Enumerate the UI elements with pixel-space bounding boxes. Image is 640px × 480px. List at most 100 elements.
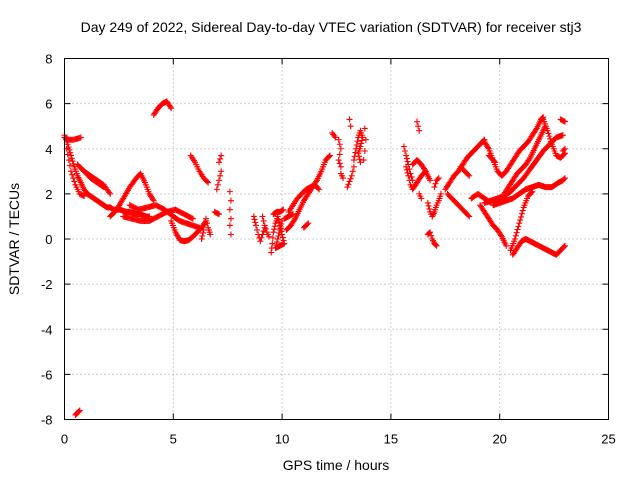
- data-point: [337, 145, 344, 152]
- x-axis-label: GPS time / hours: [283, 457, 390, 473]
- data-point: [465, 171, 472, 178]
- data-point: [545, 130, 552, 137]
- data-point: [214, 181, 221, 188]
- data-point: [276, 229, 283, 236]
- data-point: [68, 168, 75, 175]
- data-point: [353, 141, 360, 148]
- data-point: [357, 159, 364, 166]
- y-tick-label: 0: [45, 232, 52, 247]
- data-point: [403, 163, 410, 170]
- data-point: [332, 134, 339, 141]
- data-point: [349, 168, 356, 175]
- data-point: [503, 242, 510, 249]
- data-point: [515, 223, 522, 230]
- data-point: [560, 146, 567, 153]
- data-point: [492, 159, 499, 166]
- y-axis-label: SDTVAR / TECUs: [6, 183, 22, 295]
- data-point: [68, 152, 75, 159]
- data-point: [359, 134, 366, 141]
- data-point: [432, 180, 439, 187]
- data-point: [560, 176, 567, 183]
- data-point: [64, 141, 71, 148]
- data-point: [529, 188, 536, 195]
- data-point: [358, 140, 365, 147]
- data-point: [465, 212, 472, 219]
- data-point: [189, 215, 196, 222]
- data-point: [200, 229, 207, 236]
- ticks: 0 5 10 15 20 25 -8 -6 -4 -2 0 2 4 6 8: [41, 52, 616, 447]
- data-point: [326, 153, 333, 160]
- data-point: [273, 242, 280, 249]
- x-tick-label: 0: [61, 432, 68, 447]
- data-point: [548, 138, 555, 145]
- data-point: [424, 199, 431, 206]
- y-tick-label: -6: [41, 367, 53, 382]
- data-point: [76, 408, 83, 415]
- x-tick-label: 15: [384, 432, 398, 447]
- y-tick-label: 2: [45, 187, 52, 202]
- data-point: [280, 206, 287, 213]
- x-tick-label: 20: [492, 432, 506, 447]
- data-point: [69, 171, 76, 178]
- data-point: [275, 232, 282, 239]
- data-point: [149, 196, 156, 203]
- data-point: [532, 126, 539, 133]
- data-point: [561, 145, 568, 152]
- data-point: [345, 181, 352, 188]
- data-point: [519, 207, 526, 214]
- data-point: [305, 220, 312, 227]
- data-point: [514, 226, 521, 233]
- data-point: [335, 136, 342, 143]
- data-point: [561, 175, 568, 182]
- data-point: [289, 211, 296, 218]
- data-point: [274, 239, 281, 246]
- data-point: [434, 176, 441, 183]
- data-point: [526, 156, 533, 163]
- data-point: [204, 220, 211, 227]
- x-tick-label: 10: [275, 432, 289, 447]
- data-point: [544, 127, 551, 134]
- data-point: [437, 190, 444, 197]
- data-point: [252, 222, 259, 229]
- data-point: [288, 211, 295, 218]
- x-tick-label: 5: [170, 432, 177, 447]
- data-point: [404, 158, 411, 165]
- data-point: [336, 160, 343, 167]
- x-tick-label: 25: [601, 432, 615, 447]
- data-point: [346, 178, 353, 185]
- data-point: [355, 150, 362, 157]
- data-point: [414, 118, 421, 125]
- data-point: [491, 158, 498, 165]
- data-point: [202, 215, 209, 222]
- data-point: [259, 231, 266, 238]
- data-point: [215, 177, 222, 184]
- data-point: [421, 166, 428, 173]
- data-point: [260, 217, 267, 224]
- data-point: [402, 148, 409, 155]
- data-point: [226, 222, 233, 229]
- data-point: [277, 223, 284, 230]
- data-point: [561, 243, 568, 250]
- data-point: [66, 146, 73, 153]
- data-point: [227, 197, 234, 204]
- data-point: [271, 223, 278, 230]
- data-point: [406, 177, 413, 184]
- data-point: [560, 118, 567, 125]
- data-point: [262, 225, 269, 232]
- data-point: [352, 149, 359, 156]
- data-point: [215, 159, 222, 166]
- data-point: [272, 245, 279, 252]
- data-point: [428, 232, 435, 239]
- data-point: [326, 152, 333, 159]
- data-point: [119, 196, 126, 203]
- data-point: [498, 232, 505, 239]
- data-point: [271, 226, 278, 233]
- data-point: [270, 229, 277, 236]
- data-point: [518, 210, 525, 217]
- data-point: [517, 217, 524, 224]
- plot-frame: [64, 58, 609, 420]
- data-point: [70, 175, 77, 182]
- data-point: [348, 172, 355, 179]
- data-point: [150, 197, 157, 204]
- data-point: [358, 137, 365, 144]
